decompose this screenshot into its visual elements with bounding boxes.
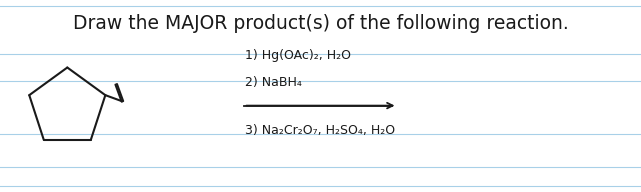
Text: 2) NaBH₄: 2) NaBH₄ — [245, 76, 301, 89]
Text: Draw the MAJOR product(s) of the following reaction.: Draw the MAJOR product(s) of the followi… — [72, 14, 569, 32]
Text: 1) Hg(OAc)₂, H₂O: 1) Hg(OAc)₂, H₂O — [245, 49, 351, 62]
Text: 3) Na₂Cr₂O₇, H₂SO₄, H₂O: 3) Na₂Cr₂O₇, H₂SO₄, H₂O — [245, 124, 395, 137]
